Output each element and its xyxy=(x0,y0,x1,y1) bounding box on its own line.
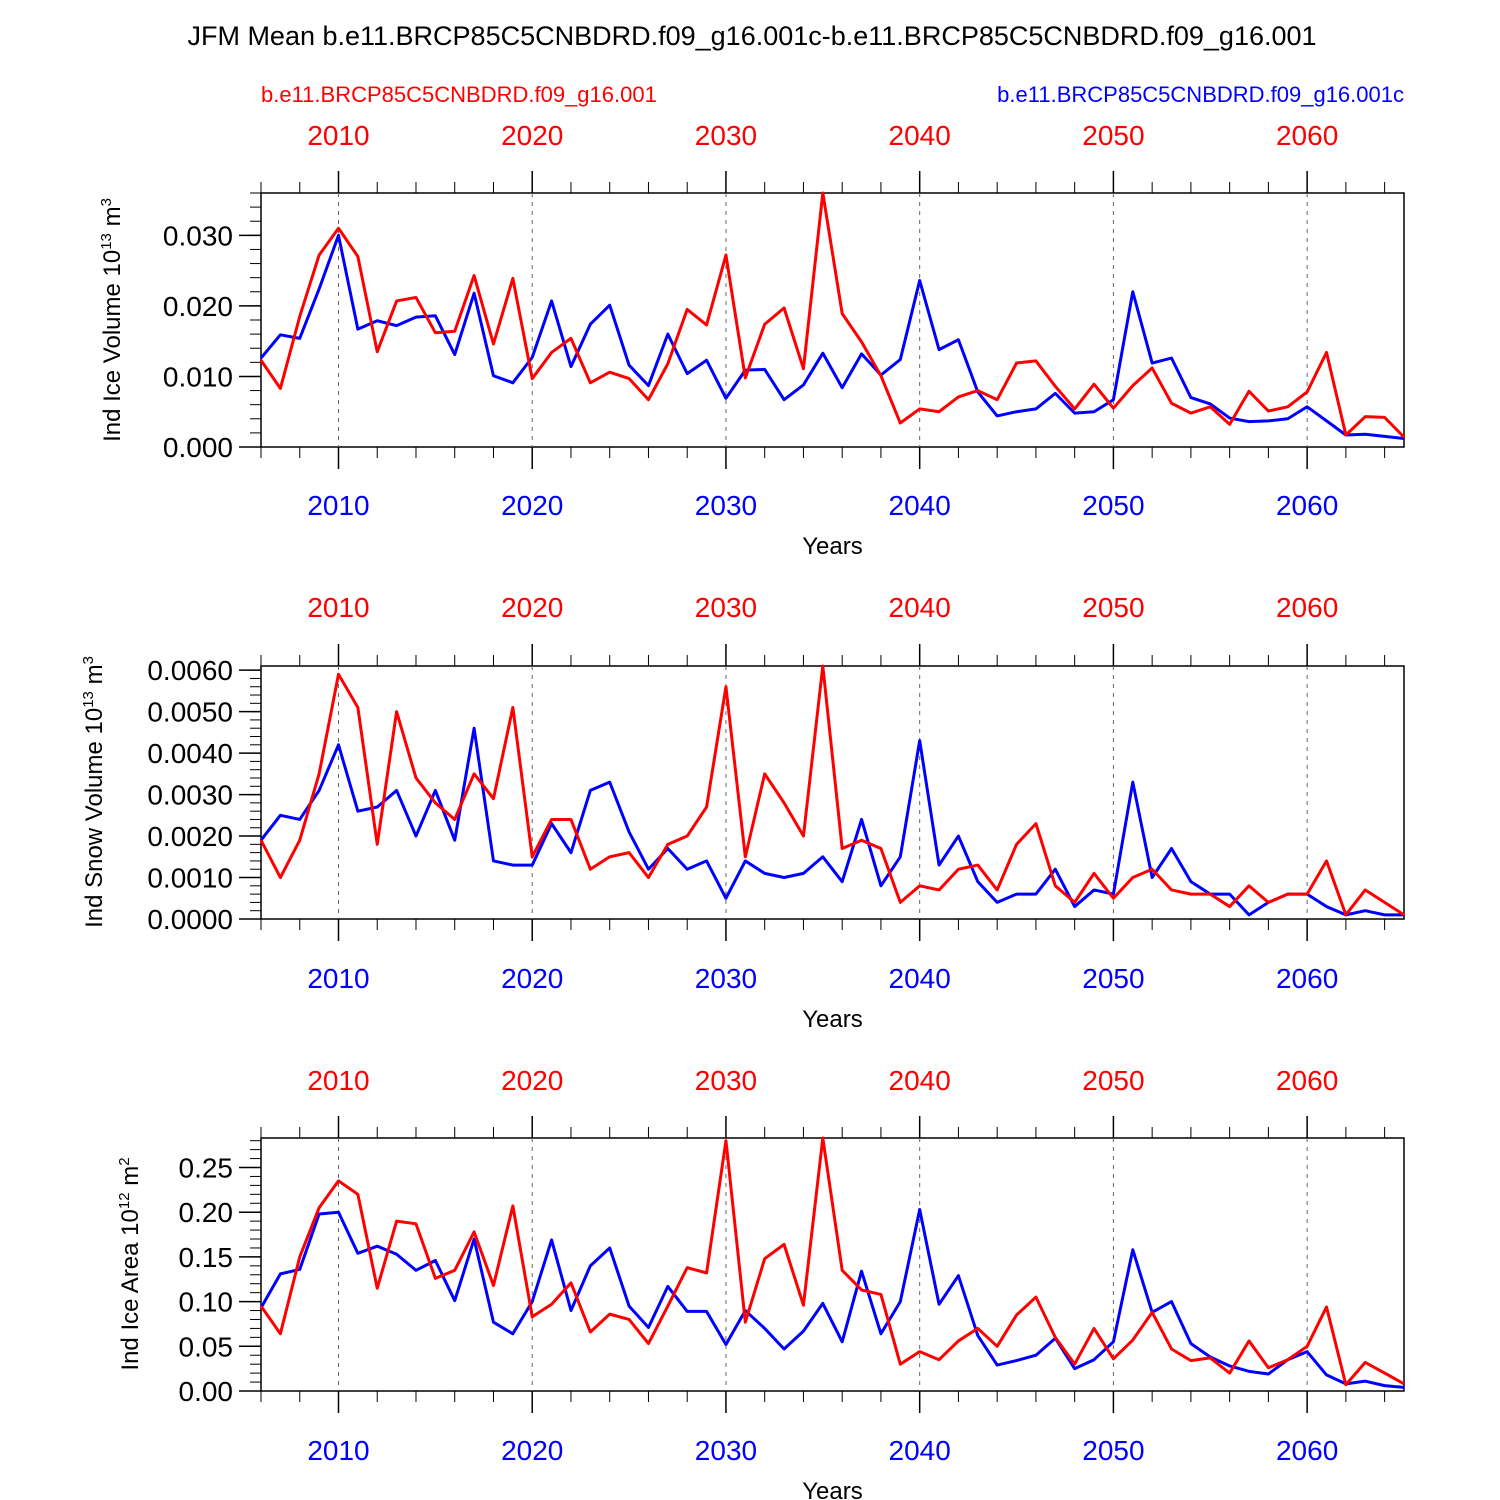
y-tick-label: 0.05 xyxy=(179,1331,234,1362)
x-tick-label-bottom: 2030 xyxy=(695,1435,757,1466)
series-line-red xyxy=(259,664,1405,917)
plot-frame xyxy=(260,665,1405,920)
y-axis-label-ylabel: Ind Snow Volume 10 xyxy=(81,708,108,928)
series-line-red xyxy=(259,1136,1405,1387)
y-tick-label: 0.20 xyxy=(179,1197,234,1228)
x-tick-label-bottom: 2020 xyxy=(501,963,563,994)
x-tick-label-top: 2030 xyxy=(695,1065,757,1096)
x-tick-label-top: 2010 xyxy=(307,592,369,623)
series-line-blue xyxy=(259,726,1404,917)
x-tick-label-top: 2040 xyxy=(889,120,951,151)
x-tick-label-top: 2060 xyxy=(1276,592,1338,623)
x-tick-label-bottom: 2060 xyxy=(1276,963,1338,994)
y-axis-label-ylabel-unit-exp: 2 xyxy=(116,1157,133,1165)
y-tick-label: 0.15 xyxy=(179,1242,234,1273)
y-tick-label: 0.10 xyxy=(179,1287,234,1318)
x-tick-label-top: 2050 xyxy=(1082,120,1144,151)
x-tick-label-top: 2040 xyxy=(889,592,951,623)
y-axis-label-ylabel: Ind Ice Volume 10 xyxy=(99,250,126,442)
x-tick-label-bottom: 2040 xyxy=(889,963,951,994)
y-axis-label: Ind Snow Volume 1013 m3 xyxy=(80,656,108,928)
x-tick-label-bottom: 2030 xyxy=(695,963,757,994)
y-axis-label: Ind Ice Area 1012 m2 xyxy=(116,1157,144,1370)
x-tick-label-top: 2040 xyxy=(889,1065,951,1096)
y-axis-label-ylabel-unit: m xyxy=(99,206,126,233)
y-axis-label-ylabel: Ind Ice Area 10 xyxy=(117,1209,144,1370)
y-axis-label-ylabel-unit: m xyxy=(81,664,108,691)
figure-title: JFM Mean b.e11.BRCP85C5CNBDRD.f09_g16.00… xyxy=(187,21,1316,51)
y-tick-label: 0.00 xyxy=(179,1376,234,1407)
y-axis-label-ylabel-exp: 13 xyxy=(98,233,115,250)
x-tick-label-bottom: 2010 xyxy=(307,1435,369,1466)
x-tick-label-top: 2060 xyxy=(1276,1065,1338,1096)
x-tick-label-top: 2030 xyxy=(695,592,757,623)
legend-blue-label: b.e11.BRCP85C5CNBDRD.f09_g16.001c xyxy=(997,82,1404,107)
y-tick-label: 0.020 xyxy=(163,291,233,322)
x-tick-label-bottom: 2030 xyxy=(695,490,757,521)
y-tick-label: 0.000 xyxy=(163,432,233,463)
x-tick-label-bottom: 2020 xyxy=(501,1435,563,1466)
x-tick-label-top: 2010 xyxy=(307,1065,369,1096)
x-tick-label-bottom: 2040 xyxy=(889,490,951,521)
legend-red-label: b.e11.BRCP85C5CNBDRD.f09_g16.001 xyxy=(261,82,657,107)
y-tick-label: 0.030 xyxy=(163,220,233,251)
y-tick-label: 0.0010 xyxy=(147,863,233,894)
x-tick-label-bottom: 2010 xyxy=(307,963,369,994)
x-axis-label: Years xyxy=(802,1006,863,1033)
chart-panel-1: 2010 2010 2020 2020 2030 2030 2040 2040 2050 2050… xyxy=(98,120,1406,560)
x-axis-label: Years xyxy=(802,1478,863,1500)
x-tick-label-bottom: 2050 xyxy=(1082,490,1144,521)
y-axis-label-ylabel-exp: 12 xyxy=(116,1192,133,1209)
x-tick-label-bottom: 2060 xyxy=(1276,1435,1338,1466)
x-tick-label-bottom: 2010 xyxy=(307,490,369,521)
x-tick-label-top: 2020 xyxy=(501,592,563,623)
x-tick-label-top: 2020 xyxy=(501,1065,563,1096)
chart-panel-2: 2010 2010 2020 2020 2030 2030 2040 2040 2050 2050… xyxy=(80,592,1405,1033)
y-tick-label: 0.0040 xyxy=(147,738,233,769)
y-axis-label-ylabel-unit: m xyxy=(117,1166,144,1193)
x-axis-label: Years xyxy=(802,533,863,560)
y-tick-label: 0.010 xyxy=(163,361,233,392)
y-tick-label: 0.0020 xyxy=(147,821,233,852)
y-tick-label: 0.0050 xyxy=(147,697,233,728)
x-tick-label-top: 2030 xyxy=(695,120,757,151)
x-tick-label-bottom: 2040 xyxy=(889,1435,951,1466)
y-axis-label: Ind Ice Volume 1013 m3 xyxy=(98,198,126,442)
y-tick-label: 0.0030 xyxy=(147,780,233,811)
y-tick-label: 0.0000 xyxy=(147,904,233,935)
x-tick-label-top: 2010 xyxy=(307,120,369,151)
x-tick-label-bottom: 2060 xyxy=(1276,490,1338,521)
x-tick-label-top: 2060 xyxy=(1276,120,1338,151)
x-tick-label-bottom: 2050 xyxy=(1082,963,1144,994)
plot-frame xyxy=(260,1137,1405,1392)
y-tick-label: 0.25 xyxy=(179,1153,234,1184)
x-tick-label-top: 2050 xyxy=(1082,592,1144,623)
series-line-blue xyxy=(259,233,1405,441)
y-axis-label-ylabel-unit-exp: 3 xyxy=(80,656,97,664)
y-tick-label: 0.0060 xyxy=(147,655,233,686)
y-axis-label-ylabel-unit-exp: 3 xyxy=(98,198,115,206)
x-tick-label-top: 2020 xyxy=(501,120,563,151)
series-line-red xyxy=(259,191,1406,439)
chart-panel-3: 2010 2010 2020 2020 2030 2030 2040 2040 2050 2050… xyxy=(116,1065,1405,1500)
x-tick-label-top: 2050 xyxy=(1082,1065,1144,1096)
x-tick-label-bottom: 2050 xyxy=(1082,1435,1144,1466)
series-line-blue xyxy=(259,1208,1405,1389)
y-axis-label-ylabel-exp: 13 xyxy=(80,691,97,708)
plot-frame xyxy=(260,192,1405,448)
x-tick-label-bottom: 2020 xyxy=(501,490,563,521)
